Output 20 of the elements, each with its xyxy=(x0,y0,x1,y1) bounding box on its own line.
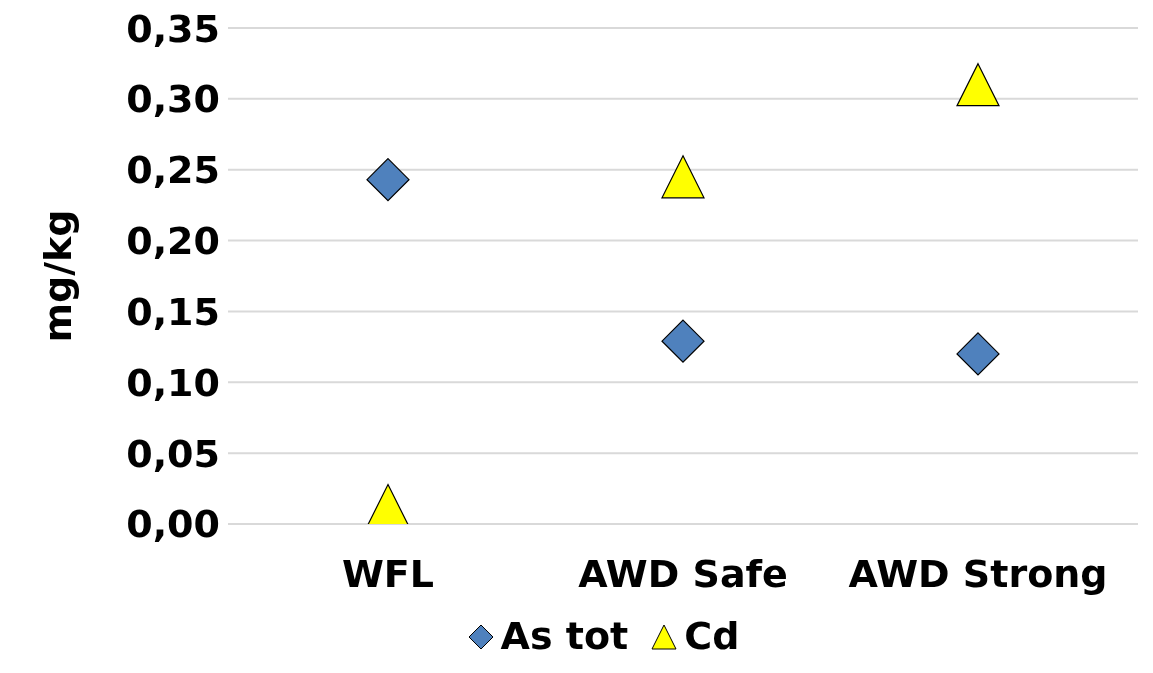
legend-label: Cd xyxy=(683,614,740,658)
point xyxy=(366,483,410,524)
legend-label: As tot xyxy=(499,614,629,658)
point xyxy=(661,319,705,363)
point xyxy=(661,155,705,199)
y-tick-label: 0,00 xyxy=(126,502,220,547)
point xyxy=(956,63,1000,107)
x-tick-label: AWD Safe xyxy=(578,551,788,596)
y-tick-label: 0,15 xyxy=(126,289,220,334)
y-tick-label: 0,35 xyxy=(126,6,220,51)
point xyxy=(956,332,1000,376)
x-tick-label: WFL xyxy=(341,551,435,596)
y-tick-label: 0,25 xyxy=(126,148,220,193)
y-tick-label: 0,20 xyxy=(126,219,220,264)
y-tick-label: 0,05 xyxy=(126,431,220,476)
y-axis-title: mg/kg xyxy=(36,209,81,343)
x-tick-label: AWD Strong xyxy=(848,551,1108,596)
point xyxy=(366,158,410,202)
y-tick-label: 0,10 xyxy=(126,360,220,405)
y-tick-label: 0,30 xyxy=(126,77,220,122)
